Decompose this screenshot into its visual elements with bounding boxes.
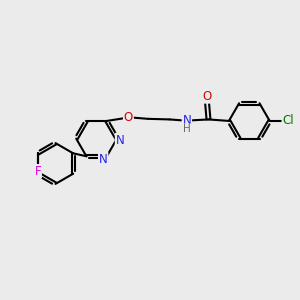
Text: N: N — [99, 153, 108, 166]
Text: N: N — [116, 134, 124, 147]
Text: O: O — [202, 90, 211, 103]
Text: F: F — [34, 165, 41, 178]
Text: O: O — [124, 111, 133, 124]
Text: Cl: Cl — [283, 114, 294, 128]
Text: N: N — [182, 114, 191, 128]
Text: H: H — [183, 124, 191, 134]
